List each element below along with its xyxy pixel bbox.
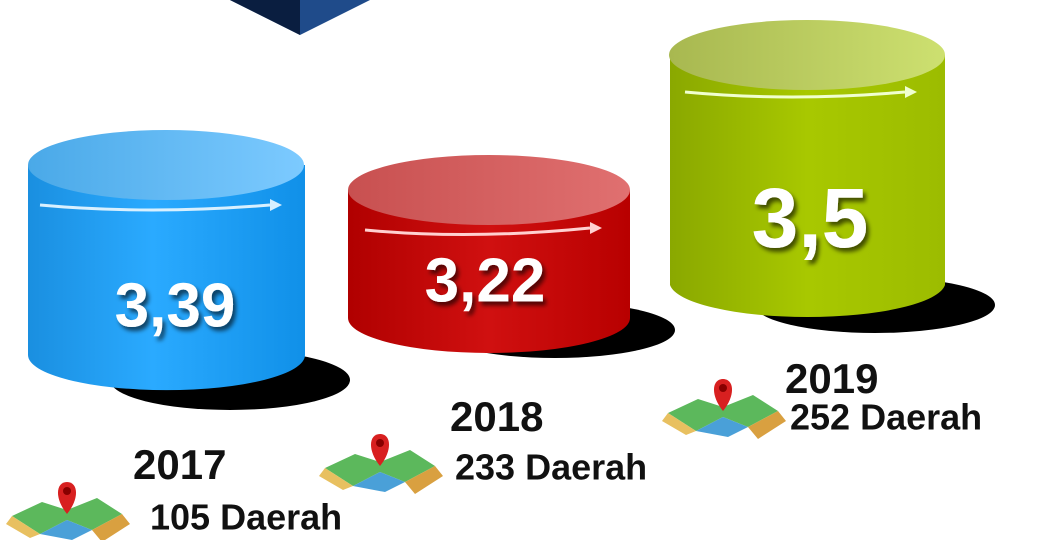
decor-shape bbox=[230, 0, 300, 35]
region-label: 233 Daerah bbox=[455, 447, 647, 488]
region-label: 105 Daerah bbox=[150, 497, 342, 538]
arrow bbox=[39, 203, 271, 212]
arrow-head bbox=[270, 199, 282, 211]
map-icon bbox=[319, 434, 443, 494]
value-label: 3,5 bbox=[752, 171, 869, 265]
value-label: 3,39 bbox=[115, 271, 236, 340]
cylinder-top bbox=[669, 20, 945, 90]
cylinder bbox=[28, 165, 305, 391]
cylinder-top bbox=[348, 155, 630, 225]
arrow bbox=[364, 226, 591, 237]
arrow bbox=[684, 90, 906, 99]
arrow-head bbox=[905, 86, 917, 98]
year-label: 2019 bbox=[785, 355, 878, 402]
value-label: 3,22 bbox=[425, 246, 546, 315]
arrow-head bbox=[590, 222, 602, 234]
map-icon bbox=[662, 379, 786, 439]
year-label: 2017 bbox=[133, 441, 226, 488]
cylinder-top bbox=[28, 130, 304, 200]
year-label: 2018 bbox=[450, 393, 543, 440]
map-icon bbox=[6, 482, 130, 540]
region-label: 252 Daerah bbox=[790, 397, 982, 438]
cylinder bbox=[670, 55, 945, 318]
